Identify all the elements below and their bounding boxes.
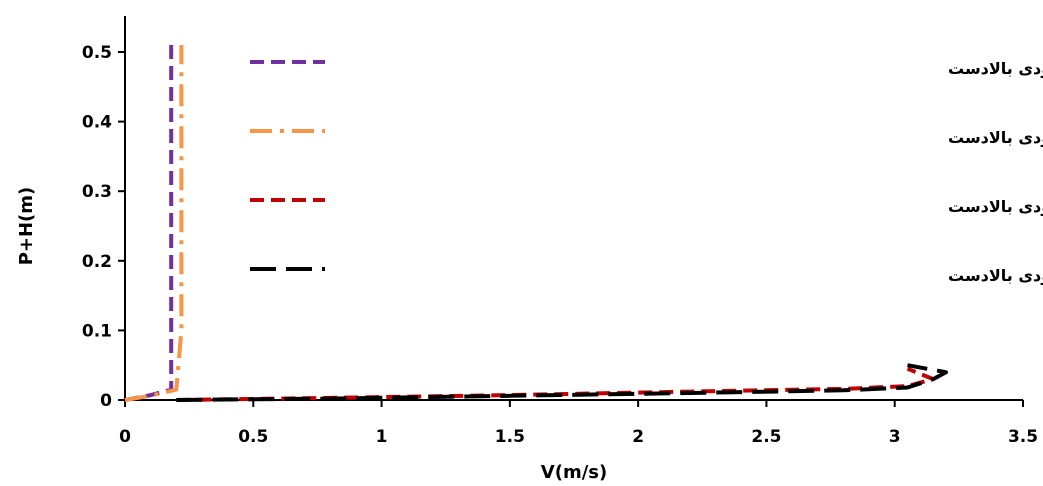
- x-tick-label: 2.5: [751, 427, 781, 447]
- legend-label-2: پروفیل توزیع سرعت در فاصله ۱/۵۰ متری از …: [948, 128, 1043, 148]
- series-line-4: [176, 363, 948, 402]
- x-tick-label: 3: [889, 427, 901, 447]
- series-group: [124, 45, 948, 402]
- y-tick-label: 0.1: [82, 321, 112, 341]
- legend-label-3: پروفیل توزیع سرعت در فاصله ۳ متری از ورو…: [948, 197, 1043, 217]
- x-tick-label: 2: [632, 427, 644, 447]
- legend: پروفیل توزیع سرعت در فاصله ۰/۵۰ متری از …: [250, 59, 1043, 286]
- x-tick-label: 0: [119, 427, 131, 447]
- y-tick-label: 0.3: [82, 182, 112, 202]
- y-tick-label: 0.4: [82, 113, 112, 133]
- y-tick-label: 0.5: [82, 43, 112, 63]
- x-tick-label: 3.5: [1008, 427, 1038, 447]
- y-tick-label: 0.2: [82, 252, 112, 272]
- series-line-2: [124, 45, 184, 402]
- legend-label-1: پروفیل توزیع سرعت در فاصله ۰/۵۰ متری از …: [948, 59, 1043, 79]
- y-tick-label: 0: [100, 391, 112, 411]
- x-tick-label: 0.5: [238, 427, 268, 447]
- y-axis-label: P+H(m): [16, 187, 37, 266]
- series-line-1: [124, 45, 174, 402]
- axes: [124, 16, 1023, 401]
- x-tick-label: 1.5: [495, 427, 525, 447]
- x-axis-label: V(m/s): [541, 462, 607, 483]
- tick-group: 0 0.5 1 1.5 2 2.5 3 3.5 0 0.1 0.2 0.3 0.4 0.5: [82, 43, 1038, 447]
- x-tick-label: 1: [376, 427, 388, 447]
- legend-label-4: پروفیل توزیع سرعت در فاصله ۶/۵۰ متری از …: [948, 266, 1043, 286]
